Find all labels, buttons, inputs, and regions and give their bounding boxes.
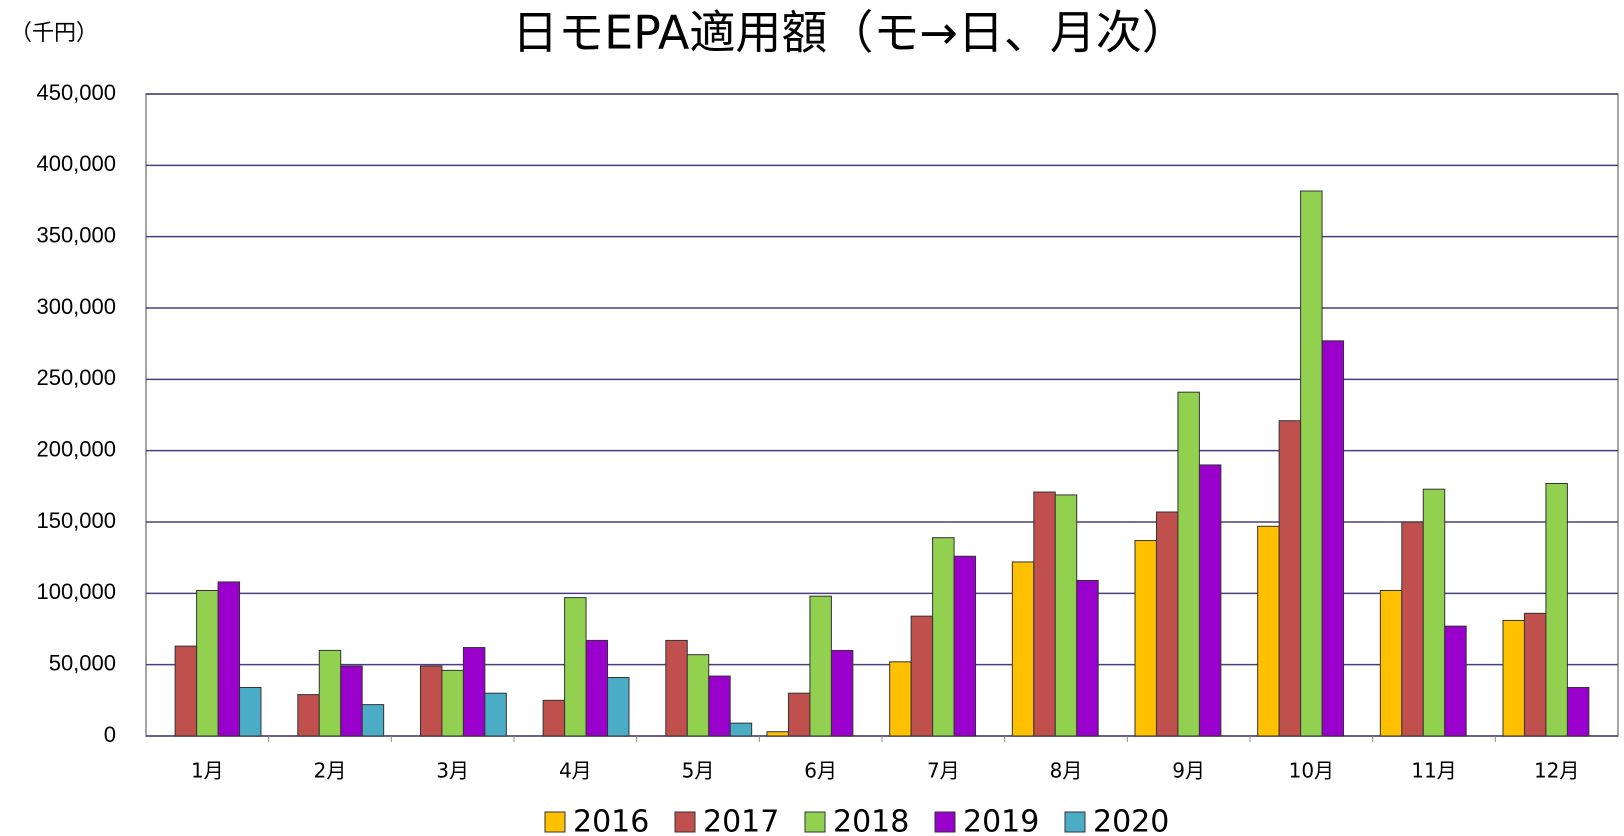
bar (1444, 625, 1467, 737)
bar (1054, 494, 1078, 737)
x-tick-label: 7月 (927, 759, 960, 783)
y-tick-label: 0 (104, 722, 116, 747)
legend-swatch (544, 811, 566, 833)
bar (953, 555, 977, 737)
bar (1198, 464, 1222, 737)
bar (564, 597, 587, 737)
bar (1523, 612, 1547, 737)
x-tick-label: 4月 (559, 759, 592, 783)
bar (318, 649, 342, 737)
bar (607, 677, 630, 737)
y-tick-label: 200,000 (36, 436, 116, 461)
x-tick-label: 2月 (314, 759, 347, 783)
bar (361, 704, 385, 737)
legend-swatch (804, 811, 826, 833)
bar (665, 639, 688, 737)
bar (441, 669, 464, 737)
bar (585, 639, 609, 737)
legend-swatch (674, 811, 696, 833)
bar (1422, 488, 1446, 737)
x-tick-label: 12月 (1534, 759, 1579, 783)
x-tick-label: 6月 (804, 759, 837, 783)
bar (1502, 619, 1525, 737)
y-tick-label: 350,000 (36, 222, 116, 247)
bar (419, 665, 443, 737)
y-tick-label: 400,000 (36, 151, 116, 176)
bar (239, 686, 262, 737)
bar (1076, 579, 1099, 737)
bar (708, 675, 731, 737)
bar (889, 661, 912, 737)
bar (787, 692, 811, 737)
bar (542, 699, 566, 737)
y-tick-label: 50,000 (49, 650, 116, 675)
x-tick-label: 9月 (1172, 759, 1205, 783)
x-tick-label: 5月 (682, 759, 715, 783)
bar (1379, 589, 1403, 737)
x-tick-label: 8月 (1050, 759, 1083, 783)
x-tick-label: 3月 (436, 759, 469, 783)
y-tick-label: 100,000 (36, 579, 116, 604)
x-tick-label: 10月 (1289, 759, 1334, 783)
bar (1134, 540, 1157, 737)
bar (686, 654, 710, 737)
bar (1155, 511, 1179, 737)
legend-swatch (1064, 811, 1086, 833)
bar (1545, 482, 1568, 737)
bar (830, 649, 854, 737)
legend-label: 2020 (1093, 805, 1169, 836)
bar (174, 645, 198, 737)
bar (196, 589, 219, 737)
bar (1011, 561, 1035, 737)
y-tick-label: 300,000 (36, 294, 116, 319)
unit-label: （千円） (10, 21, 98, 46)
bar (809, 595, 832, 737)
x-tick-label: 11月 (1411, 759, 1456, 783)
bar (340, 665, 363, 737)
legend-label: 2019 (963, 805, 1039, 836)
legend-label: 2017 (703, 805, 779, 836)
y-tick-label: 150,000 (36, 508, 116, 533)
bar (462, 647, 486, 737)
bar (217, 581, 241, 737)
bar (1566, 686, 1590, 737)
legend-label: 2016 (573, 805, 649, 836)
bar (1300, 190, 1323, 737)
bar (932, 537, 955, 737)
bar (729, 722, 753, 737)
legend-swatch (934, 811, 956, 833)
bar (1401, 521, 1424, 737)
chart-title: 日モEPA適用額（モ→日、月次） (512, 6, 1188, 60)
bar (1033, 491, 1056, 737)
bar (1278, 420, 1302, 737)
bar (1257, 525, 1280, 737)
legend-label: 2018 (833, 805, 909, 836)
bar (1177, 391, 1200, 737)
y-tick-label: 450,000 (36, 80, 116, 105)
bar (484, 692, 507, 737)
x-tick-label: 1月 (191, 759, 224, 783)
bar (910, 615, 934, 737)
bar (1321, 340, 1345, 737)
bar (766, 731, 789, 737)
y-tick-label: 250,000 (36, 365, 116, 390)
bar (297, 694, 320, 737)
